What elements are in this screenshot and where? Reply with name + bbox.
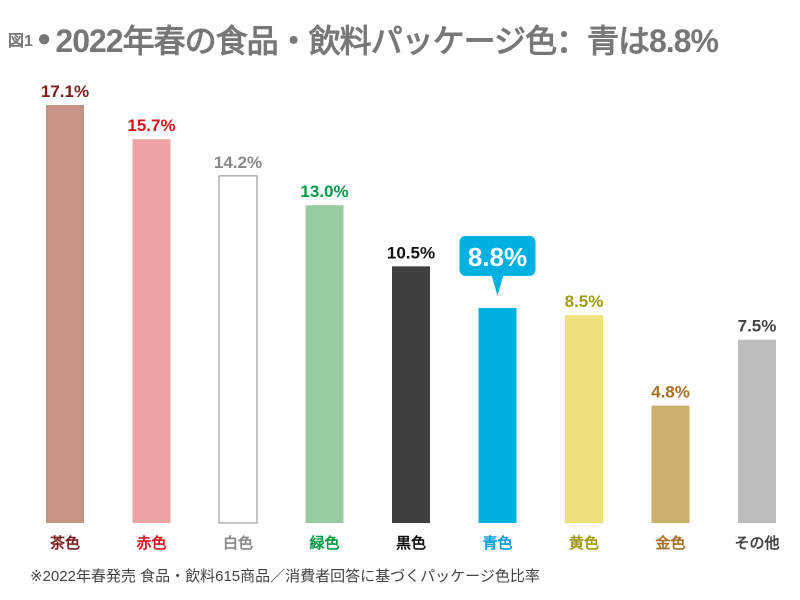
category-label: 黒色 xyxy=(396,534,426,552)
bar xyxy=(738,339,776,523)
value-label: 13.0% xyxy=(300,182,348,201)
category-label: 青色 xyxy=(482,534,512,552)
value-label: 14.2% xyxy=(214,153,262,172)
category-label: 白色 xyxy=(223,534,253,552)
value-label: 8.5% xyxy=(565,292,604,311)
category-label: 黄色 xyxy=(569,534,599,552)
bar xyxy=(218,175,258,524)
value-label: 17.1% xyxy=(41,82,89,101)
category-label: その他 xyxy=(734,534,779,552)
bar xyxy=(651,405,690,523)
bar xyxy=(565,315,603,523)
footnote: ※2022年春発売 食品・飲料615商品／消費者回答に基づくパッケージ色比率 xyxy=(30,568,540,585)
value-label: 10.5% xyxy=(387,243,435,262)
value-label: 15.7% xyxy=(127,116,175,135)
title-text: 2022年春の食品・飲料パッケージ色：青は8.8% xyxy=(55,23,718,59)
category-label: 金色 xyxy=(654,534,685,552)
value-label: 4.8% xyxy=(651,383,690,402)
chart-title: 図1 ● 2022年春の食品・飲料パッケージ色：青は8.8% xyxy=(8,16,719,62)
callout-box xyxy=(459,235,536,276)
category-label: 赤色 xyxy=(136,534,166,552)
category-label: 緑色 xyxy=(309,534,339,552)
bar xyxy=(478,307,517,523)
value-label: 7.5% xyxy=(738,317,777,336)
bar xyxy=(132,139,171,523)
callout-pointer xyxy=(491,274,504,296)
category-label: 茶色 xyxy=(50,534,80,552)
bar xyxy=(46,105,84,523)
bar xyxy=(305,205,344,523)
value-label: 8.8% xyxy=(468,242,527,272)
bullet-icon: ● xyxy=(36,25,52,52)
bar xyxy=(392,266,430,523)
figure-label: 図1 xyxy=(8,33,33,50)
